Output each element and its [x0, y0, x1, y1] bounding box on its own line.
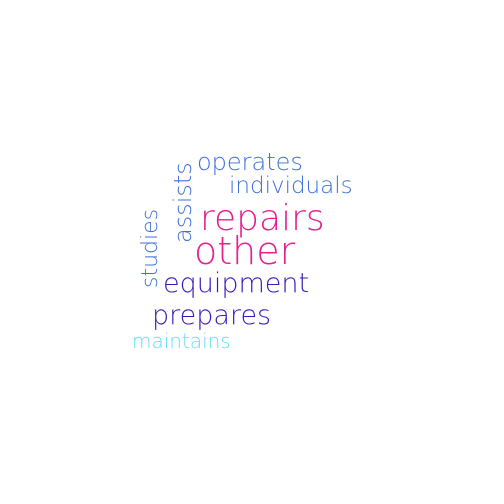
word-operates: operates — [197, 148, 303, 176]
word-studies: studies — [138, 208, 163, 288]
word-assists: assists — [169, 162, 197, 243]
word-repairs: repairs — [200, 198, 325, 239]
word-maintains: maintains — [132, 329, 231, 353]
word-other: other — [194, 229, 296, 273]
word-individuals: individuals — [229, 173, 353, 199]
word-prepares: prepares — [152, 300, 272, 331]
word-equipment: equipment — [163, 268, 310, 299]
